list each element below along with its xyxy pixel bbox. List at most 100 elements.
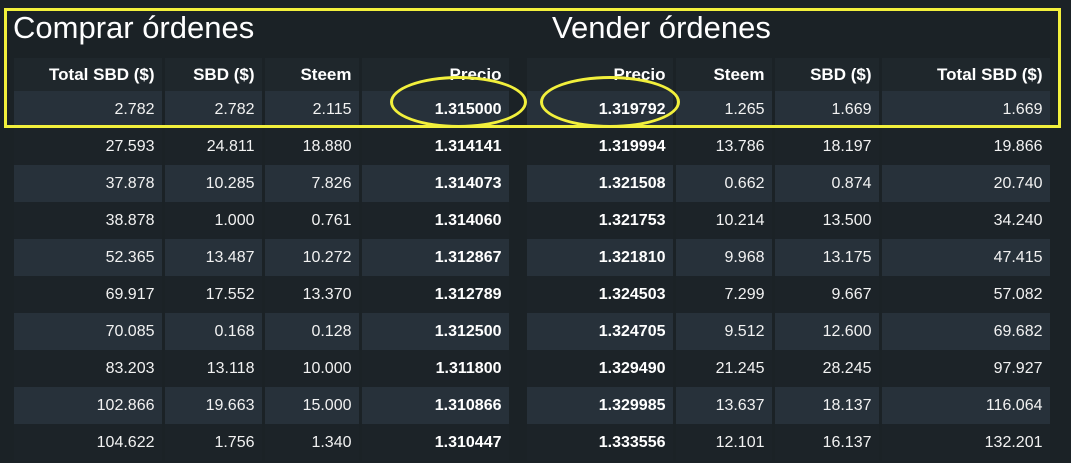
buy-cell-value: 1.340 [263, 424, 362, 461]
buy-cell-price: 1.314073 [360, 165, 512, 202]
sell-cell-value: 69.682 [880, 313, 1053, 350]
sell-cell-value: 7.299 [674, 276, 775, 313]
buy-cell-value: 0.128 [263, 313, 362, 350]
sell-cell-value: 116.064 [880, 387, 1053, 424]
buy-order-row[interactable]: 2.782 2.782 2.115 1.315000 [14, 91, 512, 128]
sell-cell-value: 13.637 [674, 387, 775, 424]
buy-header-total-sbd[interactable]: Total SBD ($) [14, 58, 165, 91]
sell-cell-value: 1.265 [674, 91, 775, 128]
buy-order-row[interactable]: 38.878 1.000 0.761 1.314060 [14, 202, 512, 239]
buy-cell-price: 1.312500 [360, 313, 512, 350]
buy-cell-price: 1.310866 [360, 387, 512, 424]
sell-cell-value: 0.874 [773, 165, 882, 202]
sell-cell-value: 1.669 [773, 91, 882, 128]
buy-cell-price: 1.314141 [360, 128, 512, 165]
buy-orders-panel: Total SBD ($) SBD ($) Steem Precio 2.782… [14, 58, 512, 461]
buy-cell-value: 10.272 [263, 239, 362, 276]
buy-cell-price: 1.310447 [360, 424, 512, 461]
buy-cell-value: 7.826 [263, 165, 362, 202]
buy-cell-value: 17.552 [163, 276, 265, 313]
buy-cell-value: 102.866 [14, 387, 165, 424]
sell-order-row[interactable]: 1.321753 10.214 13.500 34.240 [527, 202, 1053, 239]
buy-order-row[interactable]: 70.085 0.168 0.128 1.312500 [14, 313, 512, 350]
sell-order-row[interactable]: 1.321508 0.662 0.874 20.740 [527, 165, 1053, 202]
sell-cell-value: 28.245 [773, 350, 882, 387]
sell-cell-value: 9.968 [674, 239, 775, 276]
buy-cell-value: 13.370 [263, 276, 362, 313]
sell-cell-value: 18.197 [773, 128, 882, 165]
buy-cell-value: 10.000 [263, 350, 362, 387]
sell-order-row[interactable]: 1.324503 7.299 9.667 57.082 [527, 276, 1053, 313]
buy-cell-value: 2.782 [14, 91, 165, 128]
sell-order-row[interactable]: 1.319994 13.786 18.197 19.866 [527, 128, 1053, 165]
buy-cell-value: 37.878 [14, 165, 165, 202]
buy-order-row[interactable]: 104.622 1.756 1.340 1.310447 [14, 424, 512, 461]
buy-cell-value: 27.593 [14, 128, 165, 165]
sell-cell-price: 1.319994 [527, 128, 676, 165]
sell-cell-value: 13.786 [674, 128, 775, 165]
buy-header-steem[interactable]: Steem [263, 58, 362, 91]
buy-cell-value: 10.285 [163, 165, 265, 202]
sell-cell-price: 1.329490 [527, 350, 676, 387]
sell-cell-value: 10.214 [674, 202, 775, 239]
buy-cell-value: 83.203 [14, 350, 165, 387]
sell-cell-value: 13.175 [773, 239, 882, 276]
buy-order-row[interactable]: 27.593 24.811 18.880 1.314141 [14, 128, 512, 165]
sell-cell-value: 47.415 [880, 239, 1053, 276]
sell-cell-value: 12.101 [674, 424, 775, 461]
sell-header-price[interactable]: Precio [527, 58, 676, 91]
buy-order-row[interactable]: 52.365 13.487 10.272 1.312867 [14, 239, 512, 276]
buy-cell-price: 1.315000 [360, 91, 512, 128]
buy-cell-value: 13.487 [163, 239, 265, 276]
sell-header-total-sbd[interactable]: Total SBD ($) [880, 58, 1053, 91]
sell-cell-value: 57.082 [880, 276, 1053, 313]
sell-orders-panel: Precio Steem SBD ($) Total SBD ($) 1.319… [527, 58, 1053, 461]
buy-cell-value: 52.365 [14, 239, 165, 276]
sell-header-steem[interactable]: Steem [674, 58, 775, 91]
sell-cell-price: 1.319792 [527, 91, 676, 128]
buy-order-row[interactable]: 37.878 10.285 7.826 1.314073 [14, 165, 512, 202]
sell-cell-value: 1.669 [880, 91, 1053, 128]
sell-cell-value: 12.600 [773, 313, 882, 350]
sell-cell-price: 1.329985 [527, 387, 676, 424]
buy-cell-price: 1.312789 [360, 276, 512, 313]
buy-cell-value: 19.663 [163, 387, 265, 424]
buy-cell-value: 69.917 [14, 276, 165, 313]
sell-cell-value: 97.927 [880, 350, 1053, 387]
buy-order-row[interactable]: 102.866 19.663 15.000 1.310866 [14, 387, 512, 424]
buy-cell-value: 104.622 [14, 424, 165, 461]
buy-cell-value: 13.118 [163, 350, 265, 387]
sell-orders-title: Vender órdenes [552, 10, 771, 45]
buy-orders-table: Total SBD ($) SBD ($) Steem Precio 2.782… [14, 58, 512, 461]
sell-order-row[interactable]: 1.333556 12.101 16.137 132.201 [527, 424, 1053, 461]
sell-cell-price: 1.324705 [527, 313, 676, 350]
buy-header-price[interactable]: Precio [360, 58, 512, 91]
buy-orders-header-row: Total SBD ($) SBD ($) Steem Precio [14, 58, 512, 91]
sell-order-row[interactable]: 1.329985 13.637 18.137 116.064 [527, 387, 1053, 424]
sell-orders-header-row: Precio Steem SBD ($) Total SBD ($) [527, 58, 1053, 91]
sell-cell-price: 1.324503 [527, 276, 676, 313]
sell-cell-value: 20.740 [880, 165, 1053, 202]
buy-header-sbd[interactable]: SBD ($) [163, 58, 265, 91]
sell-cell-value: 19.866 [880, 128, 1053, 165]
buy-cell-value: 18.880 [263, 128, 362, 165]
sell-order-row[interactable]: 1.329490 21.245 28.245 97.927 [527, 350, 1053, 387]
sell-order-row[interactable]: 1.324705 9.512 12.600 69.682 [527, 313, 1053, 350]
sell-cell-price: 1.321753 [527, 202, 676, 239]
buy-cell-price: 1.311800 [360, 350, 512, 387]
buy-order-row[interactable]: 83.203 13.118 10.000 1.311800 [14, 350, 512, 387]
buy-cell-value: 1.756 [163, 424, 265, 461]
sell-cell-value: 9.512 [674, 313, 775, 350]
buy-order-row[interactable]: 69.917 17.552 13.370 1.312789 [14, 276, 512, 313]
buy-cell-value: 1.000 [163, 202, 265, 239]
sell-cell-price: 1.333556 [527, 424, 676, 461]
buy-cell-value: 38.878 [14, 202, 165, 239]
sell-header-sbd[interactable]: SBD ($) [773, 58, 882, 91]
sell-cell-value: 34.240 [880, 202, 1053, 239]
buy-cell-value: 2.782 [163, 91, 265, 128]
buy-cell-value: 0.168 [163, 313, 265, 350]
sell-order-row[interactable]: 1.319792 1.265 1.669 1.669 [527, 91, 1053, 128]
sell-order-row[interactable]: 1.321810 9.968 13.175 47.415 [527, 239, 1053, 276]
buy-cell-price: 1.314060 [360, 202, 512, 239]
sell-cell-value: 13.500 [773, 202, 882, 239]
